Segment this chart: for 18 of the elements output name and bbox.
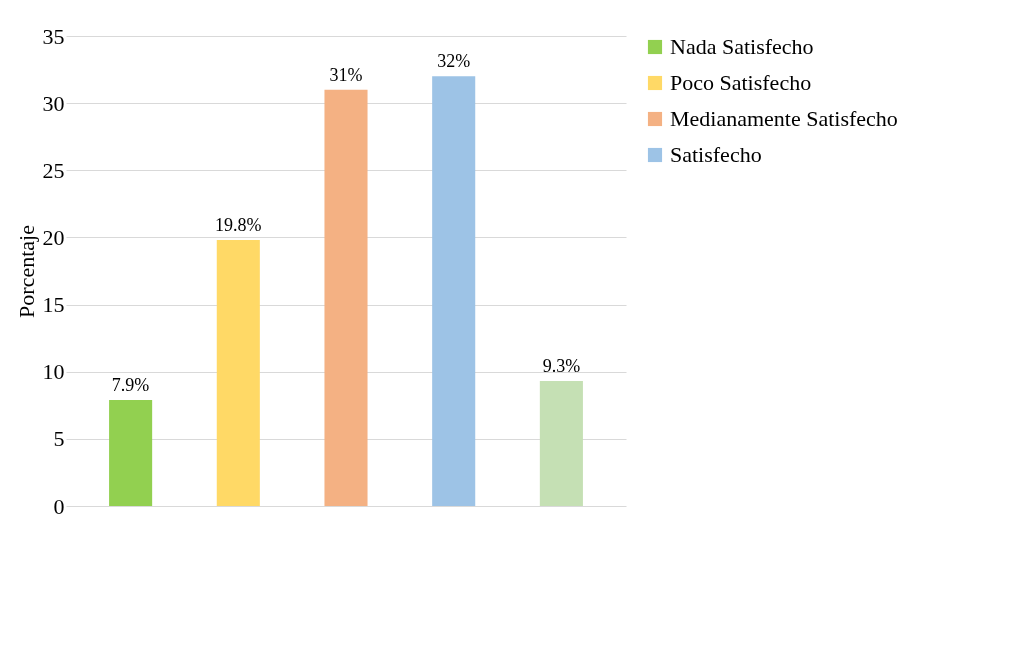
- y-tick-label: 35: [42, 23, 65, 49]
- legend-label: Poco Satisfecho: [670, 70, 812, 95]
- data-label: 9.3%: [542, 356, 581, 377]
- data-label: 7.9%: [111, 374, 150, 395]
- y-tick-label: 25: [42, 157, 65, 183]
- y-axis-title: Porcentaje: [13, 225, 39, 318]
- legend-label: Medianamente Satisfecho: [670, 106, 898, 131]
- data-label: 32%: [437, 51, 471, 72]
- y-tick-label: 5: [53, 426, 65, 452]
- y-tick-label: 0: [53, 493, 65, 519]
- data-label: 31%: [329, 64, 363, 85]
- legend-label: Nada Satisfecho: [670, 34, 814, 59]
- y-tick-label: 10: [42, 359, 65, 385]
- y-tick-label: 20: [42, 224, 65, 250]
- y-tick-label: 30: [42, 90, 65, 116]
- data-label: 19.8%: [215, 215, 262, 236]
- y-tick-label: 15: [42, 292, 65, 318]
- legend-label: Satisfecho: [670, 142, 762, 167]
